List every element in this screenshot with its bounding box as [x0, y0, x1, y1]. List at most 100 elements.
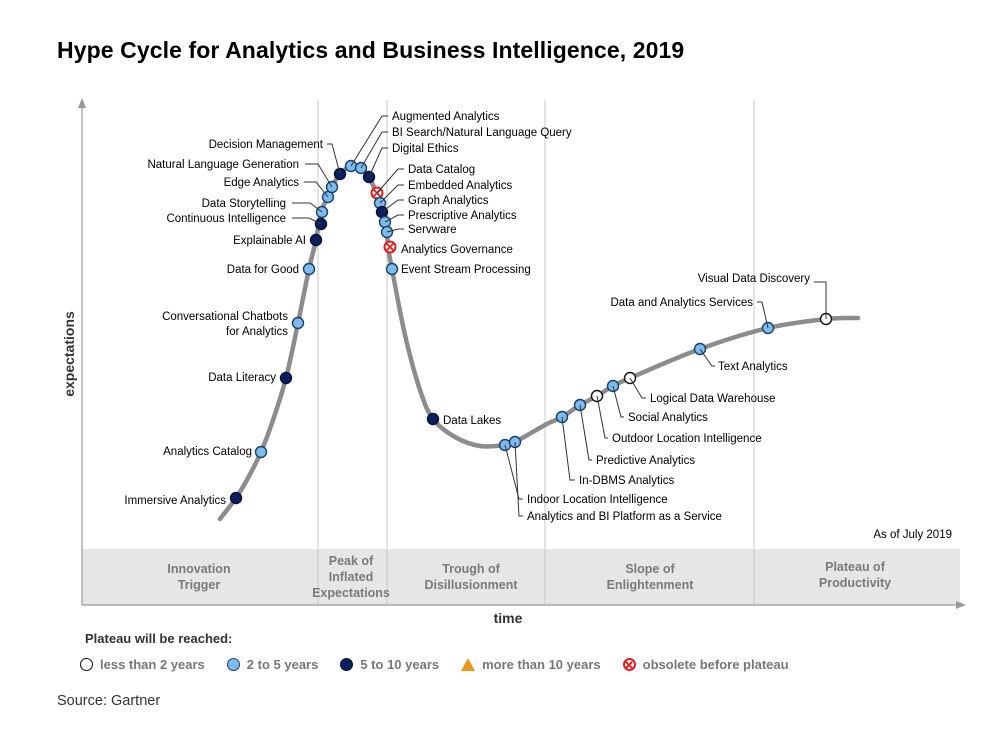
- leader-line: [504, 444, 523, 500]
- tech-label-data-and-analytics-services: Data and Analytics Services: [610, 297, 753, 309]
- leader-line: [379, 184, 404, 204]
- tech-label-digital-ethics: Digital Ethics: [392, 143, 459, 155]
- legend-item-5-to-10-years: 5 to 10 years: [340, 657, 439, 672]
- legend-title: Plateau will be reached:: [85, 631, 233, 646]
- leader-line: [579, 404, 592, 461]
- tech-label-data-lakes: Data Lakes: [443, 415, 501, 427]
- x-axis-arrow: [956, 601, 966, 609]
- marker-explainable-ai: [309, 233, 323, 247]
- tech-label-immersive-analytics: Immersive Analytics: [124, 495, 226, 507]
- legend-label: 5 to 10 years: [360, 657, 440, 672]
- label-layer: Immersive Analytics Analytics Catalog Data…: [124, 111, 827, 523]
- marker-analytics-governance: [383, 240, 397, 254]
- y-axis-label: expectations: [61, 311, 77, 397]
- tech-label-continuous-intelligence: Continuous Intelligence: [166, 213, 286, 225]
- tech-label-analytics-and-bi-platform-as-a-service: Analytics and BI Platform as a Service: [527, 511, 722, 523]
- legend-label: less than 2 years: [100, 657, 205, 672]
- leader-line: [699, 348, 715, 367]
- leader-line: [381, 199, 404, 213]
- leader-line: [814, 281, 827, 319]
- legend-item-obsolete-before-plateau: obsolete before plateau: [622, 657, 789, 672]
- tech-label-explainable-ai: Explainable AI: [233, 235, 306, 247]
- marker-data-for-good: [302, 262, 316, 276]
- tech-label-bi-search-natural-language-query: BI Search/Natural Language Query: [392, 127, 572, 139]
- leader-line: [561, 416, 575, 481]
- tech-label-logical-data-warehouse: Logical Data Warehouse: [650, 393, 776, 405]
- phase-label: Peak of: [329, 554, 374, 568]
- tech-label-data-storytelling: Data Storytelling: [202, 198, 286, 210]
- marker-layer: [229, 159, 833, 505]
- leader-line: [757, 301, 769, 329]
- white-circle-icon: [80, 658, 93, 671]
- phase-label: Expectations: [312, 586, 390, 600]
- marker-event-stream-processing: [385, 262, 399, 276]
- legend-item-2-to-5-years: 2 to 5 years: [226, 657, 318, 672]
- leader-line: [350, 115, 388, 167]
- tech-label-data-for-good: Data for Good: [227, 264, 299, 276]
- marker-immersive-analytics: [229, 491, 243, 505]
- leader-line: [368, 147, 388, 178]
- hype-curve: [217, 163, 861, 522]
- marker-data-lakes: [426, 412, 440, 426]
- phase-label: Plateau of: [825, 560, 886, 574]
- tech-label-prescriptive-analytics: Prescriptive Analytics: [408, 210, 517, 222]
- leader-line: [327, 143, 341, 175]
- tech-label-edge-analytics: Edge Analytics: [224, 177, 300, 189]
- phase-band: [82, 549, 960, 605]
- x-axis-label: time: [494, 610, 523, 626]
- leader-line: [305, 163, 333, 188]
- phase-label: Trigger: [178, 578, 221, 592]
- tech-label-predictive-analytics: Predictive Analytics: [596, 455, 695, 467]
- tech-label-visual-data-discovery: Visual Data Discovery: [698, 273, 811, 285]
- leader-line: [629, 377, 646, 399]
- source-note: Source: Gartner: [57, 693, 161, 709]
- tech-label-data-catalog: Data Catalog: [408, 164, 475, 176]
- legend-item-more-than-10-years: more than 10 years: [461, 657, 601, 672]
- leader-line: [376, 168, 404, 194]
- tech-label-outdoor-location-intelligence: Outdoor Location Intelligence: [612, 433, 762, 445]
- leader-line: [612, 385, 624, 418]
- tech-label-servware: Servware: [408, 224, 457, 236]
- leader-line: [304, 181, 329, 198]
- tech-label-conversational-chatbots-for-analytics-line2: for Analytics: [226, 326, 288, 338]
- x-stroke: [385, 242, 395, 252]
- phase-label: Innovation: [167, 562, 230, 576]
- phase-label: Disillusionment: [424, 578, 518, 592]
- legend: less than 2 years 2 to 5 years 5 to 10 y…: [80, 657, 811, 672]
- tech-label-augmented-analytics: Augmented Analytics: [392, 111, 500, 123]
- tech-label-conversational-chatbots-for-analytics: Conversational Chatbots: [162, 311, 288, 323]
- leader-line: [514, 441, 523, 517]
- tech-label-data-literacy: Data Literacy: [208, 372, 276, 384]
- marker-analytics-catalog: [254, 445, 268, 459]
- phase-label: Productivity: [819, 576, 891, 590]
- tech-label-natural-language-generation: Natural Language Generation: [147, 159, 299, 171]
- light-blue-circle-icon: [226, 658, 240, 671]
- tech-label-social-analytics: Social Analytics: [628, 412, 708, 424]
- leader-line: [386, 228, 404, 233]
- phase-label: Slope of: [625, 562, 675, 576]
- marker-data-literacy: [279, 371, 293, 385]
- leader-line: [292, 202, 323, 213]
- tech-label-graph-analytics: Graph Analytics: [408, 195, 489, 207]
- tech-label-text-analytics: Text Analytics: [718, 361, 788, 373]
- phase-label: Inflated: [329, 570, 373, 584]
- marker-conversational-chatbots-for-analytics: [291, 316, 305, 330]
- tech-label-event-stream-processing: Event Stream Processing: [401, 264, 531, 276]
- y-axis-arrow: [78, 98, 86, 108]
- tech-label-analytics-catalog: Analytics Catalog: [163, 446, 252, 458]
- tech-label-in-dbms-analytics: In-DBMS Analytics: [579, 475, 674, 487]
- orange-triangle-icon: [461, 658, 476, 671]
- obsolete-x-circle-icon: [622, 658, 636, 671]
- leader-line: [384, 214, 404, 223]
- tech-label-embedded-analytics: Embedded Analytics: [408, 180, 512, 192]
- phase-label: Trough of: [442, 562, 500, 576]
- legend-label: more than 10 years: [482, 657, 601, 672]
- legend-label: obsolete before plateau: [642, 657, 789, 672]
- tech-label-analytics-governance: Analytics Governance: [401, 244, 513, 256]
- leader-line: [292, 217, 322, 225]
- as-of-date: As of July 2019: [873, 529, 952, 541]
- phase-label: Enlightenment: [607, 578, 695, 592]
- dark-blue-circle-icon: [340, 658, 354, 671]
- tech-label-indoor-location-intelligence: Indoor Location Intelligence: [527, 494, 668, 506]
